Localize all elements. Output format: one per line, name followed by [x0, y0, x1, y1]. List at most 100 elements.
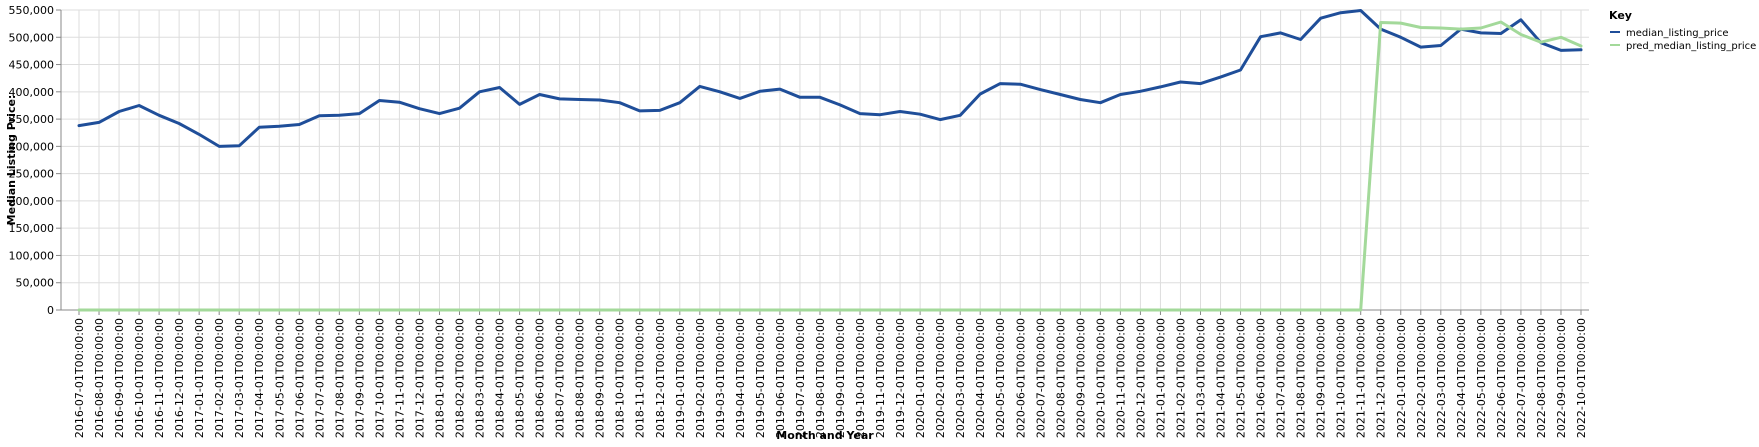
- x-tick-label: 2016-07-01T00:00:00: [73, 318, 86, 438]
- x-tick-label: 2017-12-01T00:00:00: [413, 318, 426, 438]
- x-tick-label: 2018-10-01T00:00:00: [614, 318, 627, 438]
- x-tick-label: 2021-09-01T00:00:00: [1315, 318, 1328, 438]
- x-tick-label: 2022-02-01T00:00:00: [1415, 318, 1428, 438]
- x-tick-label: 2019-10-01T00:00:00: [854, 318, 867, 438]
- x-tick-label: 2016-12-01T00:00:00: [173, 318, 186, 438]
- x-tick-label: 2020-09-01T00:00:00: [1074, 318, 1087, 438]
- x-tick-label: 2018-06-01T00:00:00: [534, 318, 547, 438]
- x-tick-label: 2017-08-01T00:00:00: [333, 318, 346, 438]
- x-tick-label: 2016-09-01T00:00:00: [113, 318, 126, 438]
- x-tick-label: 2019-04-01T00:00:00: [734, 318, 747, 438]
- x-tick-label: 2019-12-01T00:00:00: [894, 318, 907, 438]
- x-tick-label: 2021-08-01T00:00:00: [1295, 318, 1308, 438]
- x-tick-label: 2017-07-01T00:00:00: [313, 318, 326, 438]
- y-tick-label: 100,000: [9, 249, 55, 262]
- x-tick-label: 2021-06-01T00:00:00: [1255, 318, 1268, 438]
- x-tick-label: 2019-08-01T00:00:00: [814, 318, 827, 438]
- legend: Key median_listing_price pred_median_list…: [1609, 9, 1756, 52]
- x-tick-label: 2020-12-01T00:00:00: [1134, 318, 1147, 438]
- y-tick-label: 0: [47, 304, 54, 317]
- x-tick-label: 2020-07-01T00:00:00: [1034, 318, 1047, 438]
- series-line-pred-median-listing-price: [77, 20, 1583, 312]
- x-tick-label: 2017-03-01T00:00:00: [233, 318, 246, 438]
- y-tick-label: 400,000: [9, 86, 55, 99]
- y-tick-label: 200,000: [9, 195, 55, 208]
- x-tick-label: 2020-05-01T00:00:00: [994, 318, 1007, 438]
- x-tick-label: 2016-10-01T00:00:00: [133, 318, 146, 438]
- x-tick-label: 2016-08-01T00:00:00: [93, 318, 106, 438]
- x-tick-label: 2016-11-01T00:00:00: [153, 318, 166, 438]
- x-tick-label: 2021-03-01T00:00:00: [1194, 318, 1207, 438]
- x-tick-label: 2020-11-01T00:00:00: [1114, 318, 1127, 438]
- x-tick-label: 2022-03-01T00:00:00: [1435, 318, 1448, 438]
- x-tick-label: 2019-06-01T00:00:00: [774, 318, 787, 438]
- x-tick-label: 2017-02-01T00:00:00: [213, 318, 226, 438]
- x-tick-label: 2020-04-01T00:00:00: [974, 318, 987, 438]
- x-tick-label: 2022-06-01T00:00:00: [1495, 318, 1508, 438]
- x-tick-label: 2018-02-01T00:00:00: [454, 318, 467, 438]
- x-tick-label: 2019-03-01T00:00:00: [714, 318, 727, 438]
- x-tick-label: 2022-07-01T00:00:00: [1515, 318, 1528, 438]
- x-tick-label: 2017-04-01T00:00:00: [253, 318, 266, 438]
- y-tick-label: 350,000: [9, 113, 55, 126]
- y-axis-title: Median Listing Price:: [5, 95, 18, 226]
- x-tick-label: 2019-09-01T00:00:00: [834, 318, 847, 438]
- x-tick-label: 2019-01-01T00:00:00: [674, 318, 687, 438]
- x-tick-label: 2018-09-01T00:00:00: [594, 318, 607, 438]
- x-axis: 2016-07-01T00:00:00 2016-08-01T00:00:00 20…: [61, 309, 1589, 438]
- x-tick-label: 2021-01-01T00:00:00: [1154, 318, 1167, 438]
- x-tick-label: 2017-01-01T00:00:00: [193, 318, 206, 438]
- x-tick-label: 2019-05-01T00:00:00: [754, 318, 767, 438]
- x-tick-label: 2018-08-01T00:00:00: [574, 318, 587, 438]
- y-tick-label: 450,000: [9, 59, 55, 72]
- x-tick-label: 2020-03-01T00:00:00: [954, 318, 967, 438]
- x-tick-label: 2022-05-01T00:00:00: [1475, 318, 1488, 438]
- series-line-median-listing-price: [77, 9, 1583, 148]
- x-tick-label: 2018-05-01T00:00:00: [514, 318, 527, 438]
- x-axis-title: Month and Year: [776, 429, 874, 442]
- y-tick-label: 550,000: [9, 4, 55, 17]
- y-tick-label: 250,000: [9, 168, 55, 181]
- x-tick-label: 2018-01-01T00:00:00: [433, 318, 446, 438]
- x-tick-label: 2021-04-01T00:00:00: [1215, 318, 1228, 438]
- gridlines: [61, 9, 1589, 311]
- x-tick-label: 2019-07-01T00:00:00: [794, 318, 807, 438]
- x-tick-label: 2021-02-01T00:00:00: [1174, 318, 1187, 438]
- y-tick-label: 300,000: [9, 140, 55, 153]
- x-tick-label: 2021-12-01T00:00:00: [1375, 318, 1388, 438]
- x-tick-label: 2020-10-01T00:00:00: [1094, 318, 1107, 438]
- x-tick-label: 2022-10-01T00:00:00: [1575, 318, 1588, 438]
- x-tick-label: 2020-06-01T00:00:00: [1014, 318, 1027, 438]
- x-tick-label: 2018-11-01T00:00:00: [634, 318, 647, 438]
- x-tick-label: 2017-09-01T00:00:00: [353, 318, 366, 438]
- y-tick-label: 150,000: [9, 222, 55, 235]
- x-tick-label: 2018-03-01T00:00:00: [474, 318, 487, 438]
- x-tick-label: 2022-08-01T00:00:00: [1535, 318, 1548, 438]
- x-tick-label: 2017-11-01T00:00:00: [393, 318, 406, 438]
- x-tick-label: 2020-01-01T00:00:00: [914, 318, 927, 438]
- x-tick-label: 2019-11-01T00:00:00: [874, 318, 887, 438]
- x-tick-label: 2021-10-01T00:00:00: [1335, 318, 1348, 438]
- y-tick-label: 50,000: [16, 277, 55, 290]
- x-tick-label: 2021-05-01T00:00:00: [1235, 318, 1248, 438]
- series-lines: [77, 9, 1583, 312]
- legend-label: pred_median_listing_price: [1626, 41, 1756, 52]
- x-tick-label: 2022-01-01T00:00:00: [1395, 318, 1408, 438]
- x-tick-label: 2020-02-01T00:00:00: [934, 318, 947, 438]
- x-tick-label: 2017-10-01T00:00:00: [373, 318, 386, 438]
- legend-title: Key: [1609, 9, 1632, 22]
- x-tick-label: 2020-08-01T00:00:00: [1054, 318, 1067, 438]
- x-tick-label: 2018-07-01T00:00:00: [554, 318, 567, 438]
- x-tick-label: 2019-02-01T00:00:00: [694, 318, 707, 438]
- x-tick-label: 2018-12-01T00:00:00: [654, 318, 667, 438]
- y-tick-label: 500,000: [9, 31, 55, 44]
- x-tick-label: 2021-11-01T00:00:00: [1355, 318, 1368, 438]
- x-tick-label: 2017-06-01T00:00:00: [293, 318, 306, 438]
- x-tick-label: 2018-04-01T00:00:00: [494, 318, 507, 438]
- x-tick-label: 2021-07-01T00:00:00: [1275, 318, 1288, 438]
- y-axis: 0 50,000 100,000 150,000 200,000 250,000 300,0…: [9, 4, 62, 317]
- x-tick-label: 2022-09-01T00:00:00: [1555, 318, 1568, 438]
- legend-label: median_listing_price: [1626, 28, 1729, 39]
- x-tick-label: 2017-05-01T00:00:00: [273, 318, 286, 438]
- x-tick-label: 2022-04-01T00:00:00: [1455, 318, 1468, 438]
